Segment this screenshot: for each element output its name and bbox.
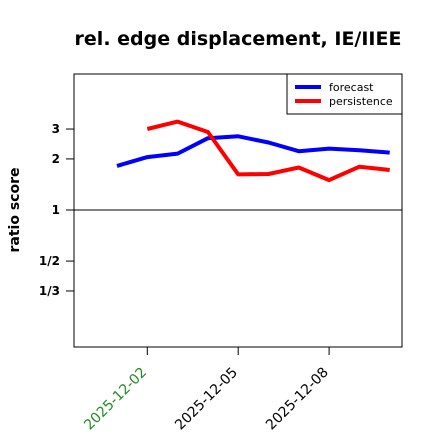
chart-title: rel. edge displacement, IE/IIEE — [75, 28, 402, 50]
y-axis-label: ratio score — [7, 168, 23, 253]
legend: forecast persistence — [286, 73, 403, 115]
legend-label-persistence: persistence — [329, 95, 393, 108]
x-tick-label: 2025-12-02 — [81, 365, 150, 434]
series-line-forecast — [116, 134, 390, 168]
x-tick-label: 2025-12-08 — [263, 365, 332, 434]
series-line-persistence — [146, 119, 390, 183]
y-tick-label: 3 — [52, 122, 60, 136]
y-tick-label: 2 — [52, 152, 60, 166]
legend-box — [286, 73, 403, 115]
y-tick-label: 1/2 — [39, 254, 60, 268]
legend-label-forecast: forecast — [329, 81, 374, 94]
x-tick-label: 2025-12-05 — [172, 365, 241, 434]
y-tick-label: 1/3 — [39, 284, 60, 298]
y-tick-label: 1 — [52, 203, 60, 217]
